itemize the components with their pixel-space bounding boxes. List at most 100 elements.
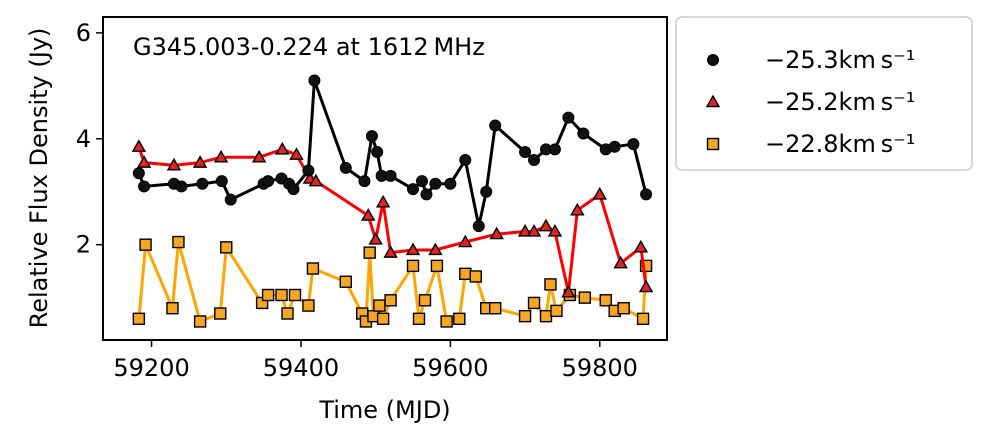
series-minus-25-3-point-34 [577,127,590,140]
series-minus-25-2-point-26 [633,239,649,253]
series-minus-25-3-point-6 [224,193,237,206]
series-minus-25-3-point-15 [358,175,371,188]
legend-marker-0-point-0 [707,54,719,66]
series-minus-22-8-point-34 [539,309,553,323]
series-minus-25-3-point-32 [548,143,561,156]
series-minus-25-2-point-10 [360,208,376,221]
ticks-layer: 59200 59400 59600 59800 2 4 6 [76,19,638,382]
series-minus-25-3-point-19 [384,169,397,182]
legend-label-1: −25.2km s⁻¹ [765,88,915,116]
series-minus-22-8-point-0 [132,312,146,326]
series-minus-22-8-point-42 [636,312,650,326]
series-minus-25-2-point-2 [166,157,182,171]
series-minus-22-8-point-41 [617,302,630,315]
series-minus-25-3-point-29 [519,146,532,159]
series-minus-25-2-point-4 [213,149,229,163]
series-minus-25-3-point-38 [640,188,653,201]
series-minus-22-8-point-17 [363,246,376,259]
series-minus-25-2-point-11 [368,231,383,245]
series-minus-22-8-point-12 [302,299,315,312]
series-minus-22-8-point-28 [459,267,472,281]
series-layer [131,74,654,328]
y-tick-label-2: 6 [76,19,91,47]
series-minus-22-8-point-6 [220,241,233,254]
series-minus-25-2-point-25 [613,255,628,269]
series-minus-22-8-point-2 [166,302,179,315]
series-minus-22-8-point-43 [639,259,653,273]
x-tick-label-0: 59200 [113,354,189,382]
series-minus-25-3-point-17 [371,146,384,159]
series-minus-25-3-point-16 [365,130,378,143]
series-minus-25-3-point-1 [138,180,151,193]
series-minus-22-8-point-8 [261,288,275,302]
series-minus-22-8-point-29 [469,270,482,283]
series-minus-22-8-point-39 [599,294,612,307]
x-tick-label-3: 59800 [562,354,638,382]
series-minus-25-2-point-12 [375,194,391,208]
y-tick-label-0: 2 [76,231,91,259]
series-minus-22-8-point-14 [339,275,352,288]
series-minus-25-3-point-8 [262,175,275,188]
series-minus-22-8-point-27 [453,312,466,326]
series-minus-22-8-point-26 [440,315,453,328]
series-minus-25-3-point-36 [608,140,621,153]
series-minus-25-3-point-28 [489,119,502,132]
series-minus-25-3-point-25 [459,153,472,166]
x-axis-label: Time (MJD) [318,396,450,424]
series-minus-25-3-point-13 [308,74,321,87]
series-minus-25-2-point-15 [428,242,443,256]
series-minus-25-2-point-22 [561,284,576,298]
series-minus-25-3-point-0 [132,167,145,180]
series-minus-22-8-point-19 [373,299,386,312]
series-minus-25-3-line [137,79,648,228]
series-minus-25-2-point-16 [458,234,473,248]
series-minus-22-8-point-36 [550,304,563,318]
series-minus-25-2-point-20 [538,218,554,232]
series-minus-22-8-point-1 [139,238,152,251]
series-minus-25-3-point-30 [528,153,541,166]
series-minus-25-3 [132,74,653,233]
series-minus-25-2-point-3 [192,155,208,168]
legend-marker-2-point-0 [706,137,720,151]
legend-frame [675,16,973,171]
series-minus-25-3-point-20 [407,183,420,196]
series-minus-22-8-point-11 [288,288,302,302]
series-minus-25-2-point-7 [289,147,304,160]
y-tick-label-1: 4 [76,125,91,153]
legend-marker-1-point-0 [705,94,721,108]
series-minus-25-2-point-6 [275,141,290,155]
series-minus-25-3-point-21 [415,175,428,188]
series-minus-25-2-point-27 [638,279,654,293]
series-minus-22-8-point-35 [544,278,557,291]
series-minus-22-8 [132,235,653,328]
series-minus-22-8-point-33 [527,296,541,310]
series-minus-22-8-point-25 [430,259,444,273]
series-minus-22-8-point-24 [418,294,432,307]
series-minus-25-2-point-9 [308,173,324,187]
series-minus-25-3-point-26 [472,220,485,233]
plot-frame [102,16,668,341]
series-minus-25-2-point-24 [592,186,607,200]
series-minus-25-2-point-1 [136,155,152,168]
series-minus-25-3-point-37 [627,138,640,151]
legend-label-0: −25.3km s⁻¹ [765,46,915,74]
series-minus-25-2-point-19 [526,224,542,237]
x-tick-label-1: 59400 [263,354,339,382]
series-minus-22-8-point-38 [578,291,592,304]
series-minus-25-2-point-21 [547,224,563,237]
series-minus-25-3-point-22 [420,188,433,201]
series-minus-25-2 [131,139,654,298]
series-minus-25-3-point-4 [196,177,209,190]
legend: −25.3km s⁻¹ −25.2km s⁻¹ −22.8km s⁻¹ [675,16,973,171]
series-minus-22-8-point-3 [172,235,185,249]
series-minus-25-2-line [137,146,648,294]
series-minus-25-2-point-0 [131,139,147,152]
series-minus-25-3-point-24 [444,177,457,190]
series-minus-22-8-point-13 [306,262,320,275]
series-minus-25-3-point-27 [480,185,493,198]
series-minus-25-2-point-5 [251,149,267,163]
series-minus-22-8-point-9 [275,288,288,302]
series-minus-22-8-point-22 [406,259,420,273]
series-minus-22-8-point-4 [193,315,207,328]
